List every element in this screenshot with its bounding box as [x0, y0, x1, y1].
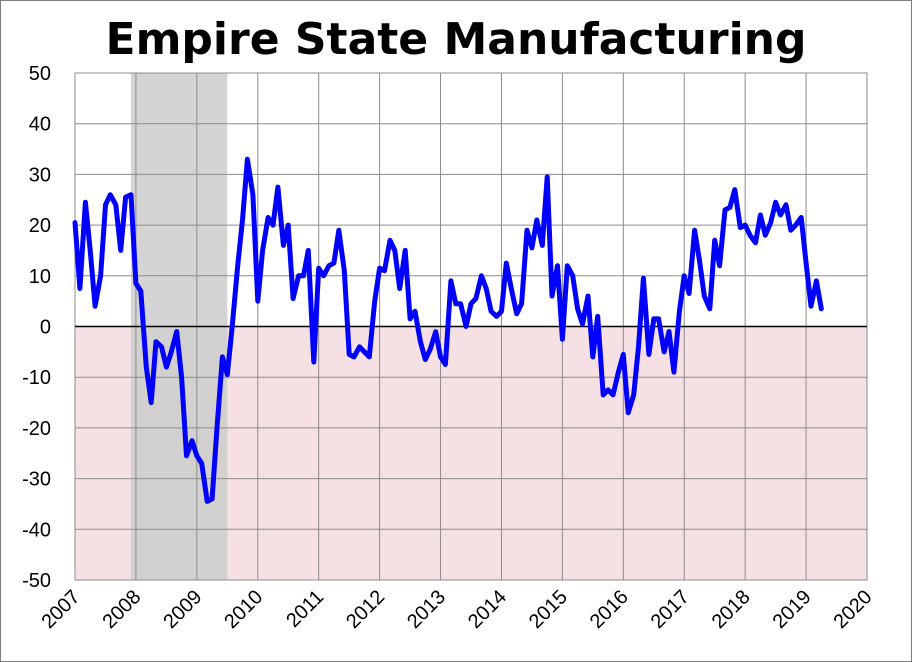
x-tick-label: 2007	[38, 586, 85, 633]
x-tick-label: 2013	[403, 586, 450, 633]
y-tick-label: 10	[29, 266, 51, 288]
y-tick-label: -50	[22, 570, 51, 592]
x-tick-label: 2017	[647, 586, 694, 633]
y-tick-label: -10	[22, 367, 51, 389]
y-tick-label: 50	[29, 63, 51, 85]
x-tick-label: 2014	[464, 586, 511, 633]
x-tick-label: 2020	[830, 586, 877, 633]
x-tick-label: 2009	[159, 586, 206, 633]
series-line	[72, 156, 824, 504]
x-tick-label: 2008	[98, 586, 145, 633]
x-tick-label: 2018	[708, 586, 755, 633]
x-tick-label: 2011	[282, 586, 328, 632]
y-tick-label: -20	[22, 418, 51, 440]
x-tick-label: 2012	[342, 586, 389, 633]
x-tick-label: 2010	[220, 586, 267, 633]
x-tick-label: 2016	[586, 586, 633, 633]
y-tick-label: 0	[40, 317, 51, 339]
chart-title: Empire State Manufacturing	[105, 14, 807, 65]
y-tick-label: 40	[29, 114, 51, 136]
y-tick-label: -30	[22, 469, 51, 491]
y-tick-label: -40	[22, 519, 51, 541]
x-tick-label: 2015	[525, 586, 572, 633]
y-tick-label: 30	[29, 164, 51, 186]
y-tick-label: 20	[29, 215, 51, 237]
x-tick-label: 2019	[769, 586, 816, 633]
